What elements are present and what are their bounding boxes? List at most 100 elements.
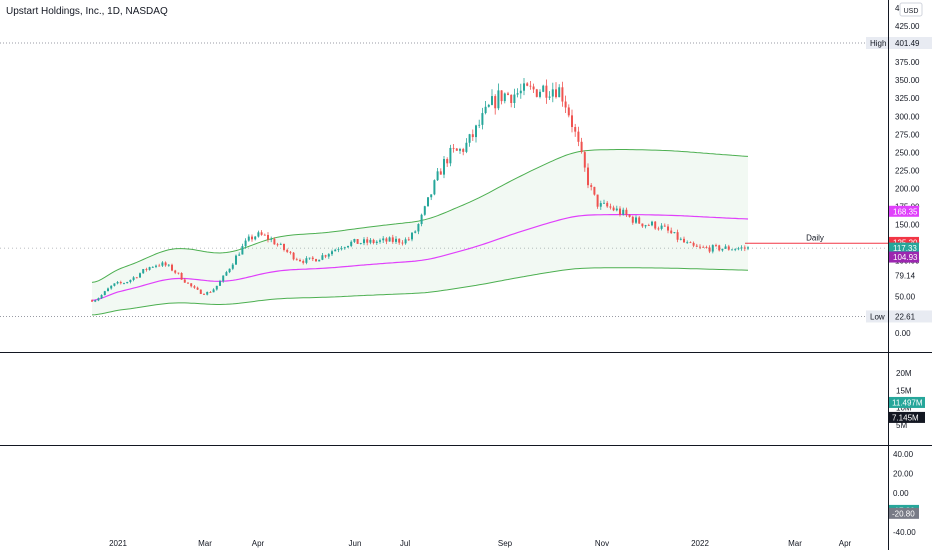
- time-axis-label: Sep: [498, 539, 513, 548]
- price-tag-box: [889, 205, 919, 217]
- high-label: High: [870, 39, 886, 48]
- candle-body: [199, 289, 202, 294]
- candle-body: [699, 246, 701, 248]
- time-axis-label: Mar: [788, 539, 802, 548]
- time-axis-label: Jul: [400, 539, 410, 548]
- candle-body: [244, 240, 247, 247]
- candle-body: [711, 245, 714, 252]
- price-value-label: 79.14: [895, 272, 916, 281]
- candle-body: [289, 251, 292, 253]
- candle-body: [158, 265, 161, 267]
- candle-body: [401, 242, 404, 244]
- candle-body: [740, 247, 743, 249]
- volume-tag-label: 11.497M: [892, 398, 923, 407]
- candle-body: [423, 206, 426, 215]
- candle-body: [385, 238, 388, 242]
- time-axis-label: 2022: [691, 539, 709, 548]
- vwap-lower-band: [91, 267, 749, 316]
- time-axis-label: 2021: [109, 539, 127, 548]
- candle-body: [196, 287, 199, 290]
- candle-body: [612, 207, 615, 211]
- candle-body: [254, 236, 257, 240]
- candle-body: [625, 209, 628, 215]
- candle-body: [263, 234, 266, 236]
- candle-body: [689, 242, 692, 244]
- low-value: 22.61: [895, 312, 916, 321]
- candle-body: [113, 283, 116, 286]
- volume-axis-tick-label: 15M: [896, 386, 912, 395]
- price-tag-box: [889, 236, 919, 248]
- price-axis-tick-label: 225.00: [895, 166, 920, 175]
- candle-body: [388, 237, 391, 242]
- candle-body: [660, 225, 663, 229]
- candle-body: [174, 270, 177, 273]
- candle-body: [398, 238, 401, 243]
- candle-body: [299, 259, 301, 262]
- candle-body: [116, 282, 119, 284]
- candle-body: [231, 264, 234, 269]
- oscillator-axis-tick-label: 0.00: [893, 489, 909, 498]
- candle-body: [468, 134, 471, 143]
- candle-body: [603, 202, 605, 204]
- high-value: 401.49: [895, 39, 920, 48]
- volume-axis-tick-label: 20M: [896, 369, 912, 378]
- time-axis-label: Mar: [198, 539, 212, 548]
- candle-body: [123, 283, 125, 284]
- price-axis-tick-label: 250.00: [895, 148, 920, 157]
- volume-tag-box: [889, 396, 925, 408]
- oscillator-tag-label: -20.80: [892, 509, 915, 518]
- price-axis-tick-label: 150.00: [895, 221, 920, 230]
- candle-body: [644, 225, 647, 227]
- candle-body: [350, 241, 353, 246]
- candle-body: [497, 90, 500, 109]
- candle-body: [500, 90, 503, 102]
- candle-body: [609, 206, 612, 208]
- candle-body: [523, 83, 525, 91]
- candle-body: [478, 124, 481, 126]
- candle-body: [411, 232, 413, 240]
- candle-body: [532, 86, 535, 90]
- candle-body: [382, 238, 385, 241]
- candle-body: [452, 147, 455, 149]
- candle-body: [638, 217, 641, 224]
- candle-body: [564, 101, 567, 108]
- price-axis-tick-label: 325.00: [895, 94, 920, 103]
- candle-body: [279, 243, 282, 245]
- candle-body: [734, 249, 737, 251]
- candle-body: [391, 237, 394, 242]
- candle-body: [567, 107, 570, 116]
- candle-body: [526, 83, 529, 86]
- candle-body: [180, 272, 183, 280]
- candle-body: [622, 209, 625, 215]
- candle-body: [369, 239, 372, 243]
- high-label-box: [866, 37, 888, 50]
- candle-body: [356, 239, 359, 244]
- candle-body: [177, 272, 180, 274]
- candle-body: [743, 247, 746, 249]
- candle-body: [465, 142, 468, 152]
- candle-body: [439, 171, 442, 175]
- candle-body: [519, 90, 522, 94]
- candle-body: [183, 279, 186, 283]
- candle-body: [247, 236, 250, 241]
- currency-button[interactable]: [899, 2, 923, 17]
- oscillator-axis-tick-label: 40.00: [893, 450, 914, 459]
- candle-body: [241, 246, 244, 255]
- candle-body: [260, 232, 263, 235]
- oscillator-tag-box: [889, 507, 919, 519]
- vwap-upper-band: [91, 149, 749, 283]
- time-axis-label: Jun: [349, 539, 362, 548]
- price-axis-tick-label: 0.00: [895, 329, 911, 338]
- candle-body: [631, 216, 634, 223]
- candle-body: [148, 267, 151, 270]
- volume-tag-box: [889, 411, 925, 423]
- candle-body: [695, 245, 698, 247]
- candle-body: [251, 236, 253, 240]
- candle-body: [667, 226, 669, 231]
- chart-title: Upstart Holdings, Inc., 1D, NASDAQ: [6, 6, 168, 17]
- candle-body: [407, 239, 410, 241]
- candle-body: [292, 252, 295, 260]
- candle-body: [318, 259, 321, 262]
